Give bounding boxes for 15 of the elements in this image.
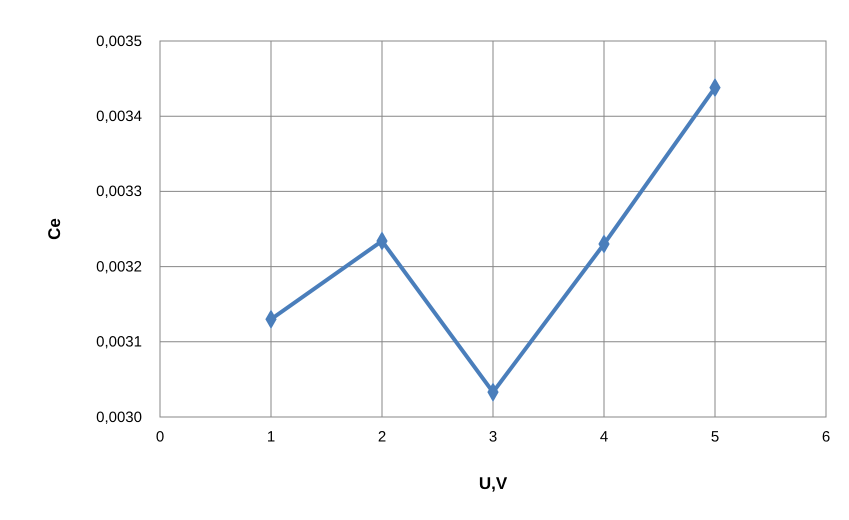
y-tick-label: 0,0035	[96, 32, 142, 50]
y-axis-title: Ce	[45, 218, 64, 240]
y-tick-label: 0,0031	[96, 334, 142, 351]
y-tick-label: 0,0033	[96, 183, 142, 200]
y-tick-label: 0,0030	[96, 408, 142, 426]
x-tick-label: 0	[156, 428, 164, 446]
x-tick-label: 5	[710, 428, 720, 446]
x-tick-label: 3	[488, 428, 498, 446]
x-tick-label: 1	[266, 428, 276, 446]
x-tick-label: 4	[600, 428, 608, 446]
x-axis-title: U,V	[478, 474, 508, 493]
y-tick-label: 0,0034	[96, 108, 142, 125]
x-tick-label: 6	[822, 428, 830, 446]
x-tick-label: 2	[378, 428, 386, 446]
y-tick-label: 0,0032	[96, 258, 142, 276]
